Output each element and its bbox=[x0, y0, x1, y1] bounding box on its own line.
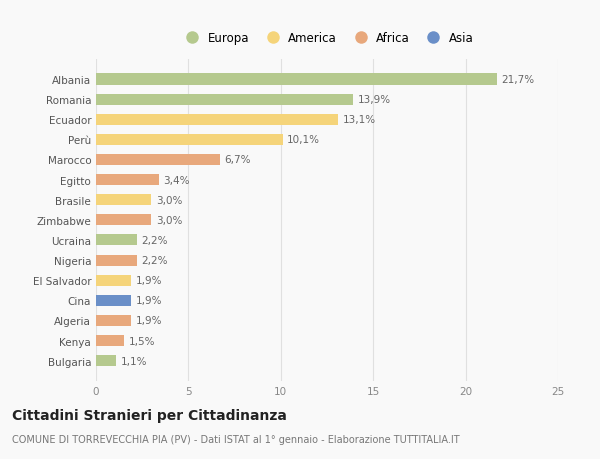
Text: 1,9%: 1,9% bbox=[136, 296, 162, 306]
Text: 1,9%: 1,9% bbox=[136, 275, 162, 285]
Bar bbox=[96, 235, 137, 246]
Bar bbox=[96, 315, 131, 326]
Text: 1,1%: 1,1% bbox=[121, 356, 148, 366]
Legend: Europa, America, Africa, Asia: Europa, America, Africa, Asia bbox=[176, 27, 478, 50]
Bar bbox=[96, 355, 116, 366]
Bar bbox=[96, 114, 338, 125]
Text: 1,5%: 1,5% bbox=[128, 336, 155, 346]
Text: 6,7%: 6,7% bbox=[224, 155, 251, 165]
Text: 13,1%: 13,1% bbox=[343, 115, 376, 125]
Bar bbox=[96, 195, 151, 206]
Bar bbox=[96, 74, 497, 85]
Bar bbox=[96, 134, 283, 146]
Text: 3,0%: 3,0% bbox=[156, 195, 182, 205]
Text: 21,7%: 21,7% bbox=[502, 75, 535, 85]
Bar bbox=[96, 95, 353, 106]
Text: 13,9%: 13,9% bbox=[358, 95, 391, 105]
Bar bbox=[96, 155, 220, 166]
Bar bbox=[96, 255, 137, 266]
Bar bbox=[96, 215, 151, 226]
Text: 3,0%: 3,0% bbox=[156, 215, 182, 225]
Text: 2,2%: 2,2% bbox=[141, 235, 168, 246]
Text: 1,9%: 1,9% bbox=[136, 316, 162, 326]
Text: COMUNE DI TORREVECCHIA PIA (PV) - Dati ISTAT al 1° gennaio - Elaborazione TUTTIT: COMUNE DI TORREVECCHIA PIA (PV) - Dati I… bbox=[12, 434, 460, 444]
Bar bbox=[96, 335, 124, 346]
Text: 3,4%: 3,4% bbox=[163, 175, 190, 185]
Bar bbox=[96, 275, 131, 286]
Bar bbox=[96, 174, 159, 186]
Text: 10,1%: 10,1% bbox=[287, 135, 320, 145]
Bar bbox=[96, 295, 131, 306]
Text: Cittadini Stranieri per Cittadinanza: Cittadini Stranieri per Cittadinanza bbox=[12, 409, 287, 422]
Text: 2,2%: 2,2% bbox=[141, 256, 168, 265]
